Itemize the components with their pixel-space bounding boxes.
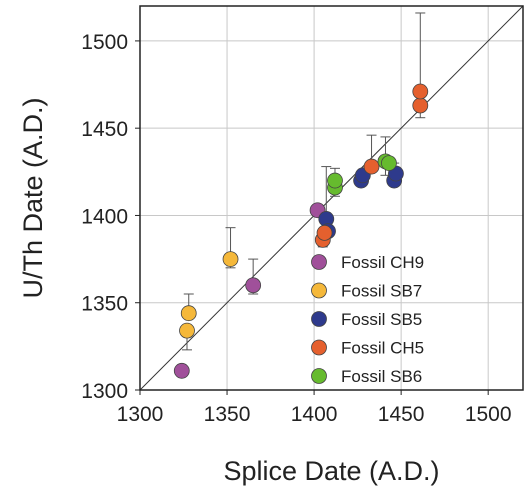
x-tick-label: 1500	[465, 403, 512, 426]
data-point	[222, 251, 239, 267]
legend-label: Fossil CH5	[341, 339, 424, 358]
data-point	[173, 362, 190, 379]
legend-label: Fossil SB7	[341, 282, 422, 301]
data-point	[245, 277, 262, 294]
x-tick-label: 1400	[291, 403, 338, 426]
data-point	[180, 305, 197, 322]
x-tick-label: 1450	[378, 403, 425, 426]
legend-marker	[311, 254, 327, 270]
data-point	[412, 97, 429, 114]
x-tick-label: 1300	[117, 403, 164, 426]
y-tick-label: 1350	[81, 293, 128, 316]
y-tick-label: 1300	[81, 380, 128, 403]
data-point	[363, 158, 380, 175]
legend-marker	[311, 282, 327, 299]
data-points	[173, 83, 429, 379]
legend: Fossil CH9 Fossil SB7 Fossil SB5 Fossil CH5…	[311, 253, 424, 386]
data-point	[327, 172, 343, 189]
y-axis-title: U/Th Date (A.D.)	[18, 97, 48, 298]
legend-label: Fossil SB6	[341, 367, 422, 386]
data-point	[179, 322, 195, 339]
one-to-one-line	[139, 5, 524, 391]
data-point	[381, 155, 397, 171]
reference-line-group	[139, 5, 524, 391]
y-tick-label: 1400	[81, 205, 128, 228]
legend-label: Fossil SB5	[341, 310, 422, 329]
x-tick-label: 1350	[204, 403, 251, 426]
tick-labels: 1300 1350 1400 1450 1500 1300 1350 1400 1450 1500	[81, 31, 511, 426]
legend-marker	[311, 339, 327, 356]
y-tick-label: 1500	[81, 31, 128, 54]
plot-frame	[139, 5, 524, 391]
data-point	[316, 225, 333, 241]
x-axis-title: Splice Date (A.D.)	[223, 456, 439, 486]
legend-marker	[311, 311, 327, 327]
legend-marker	[311, 368, 327, 384]
legend-label: Fossil CH9	[341, 253, 424, 272]
y-tick-label: 1450	[81, 118, 128, 141]
data-point	[412, 83, 429, 100]
